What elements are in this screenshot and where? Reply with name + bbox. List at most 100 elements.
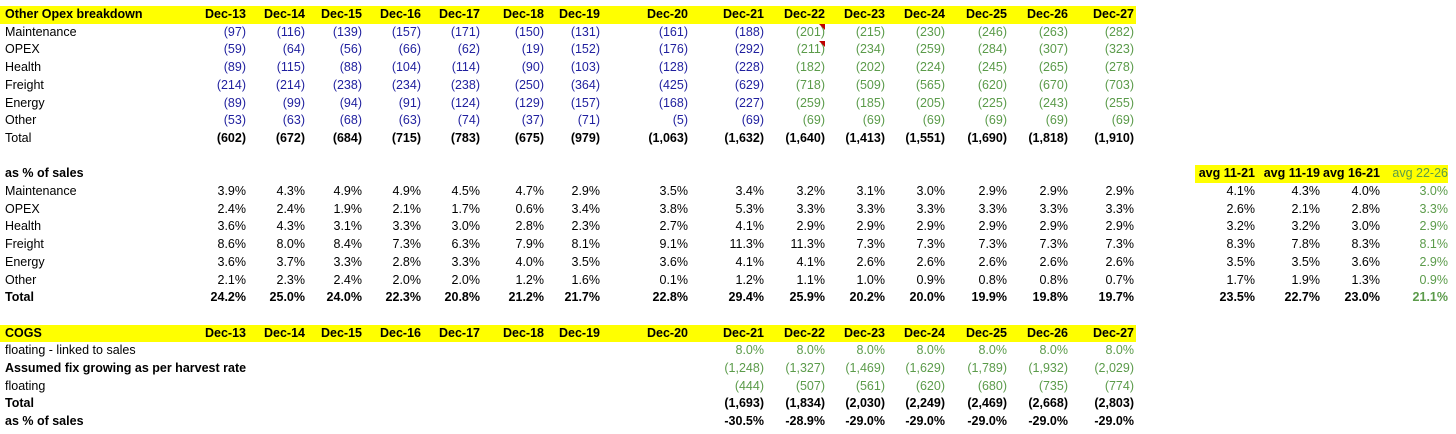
- pct-cell[interactable]: 0.1%: [659, 272, 689, 287]
- data-cell[interactable]: (250): [514, 77, 544, 92]
- data-cell[interactable]: (90): [521, 60, 544, 75]
- data-cell[interactable]: (74): [457, 113, 480, 128]
- data-cell[interactable]: (53): [223, 113, 246, 128]
- data-cell[interactable]: (675): [514, 130, 544, 145]
- data-cell[interactable]: (69): [984, 113, 1007, 128]
- avg-cell[interactable]: 3.5%: [1291, 254, 1321, 269]
- cogs-col-header[interactable]: Dec-16: [380, 325, 421, 340]
- avg-col-header[interactable]: avg 22-26: [1392, 166, 1448, 181]
- pct-cell[interactable]: 2.4%: [217, 201, 247, 216]
- data-cell[interactable]: (670): [1038, 77, 1068, 92]
- pct-cell[interactable]: 4.1%: [735, 254, 765, 269]
- row-label[interactable]: OPEX: [5, 201, 40, 216]
- data-cell[interactable]: (234): [855, 42, 885, 57]
- data-cell[interactable]: (104): [391, 60, 421, 75]
- pct-cell[interactable]: 7.3%: [1039, 237, 1069, 252]
- row-label[interactable]: Maintenance: [5, 24, 77, 39]
- data-cell[interactable]: (128): [658, 60, 688, 75]
- opex-col-header[interactable]: Dec-26: [1027, 7, 1068, 21]
- pct-cell[interactable]: 3.9%: [217, 184, 247, 198]
- avg-cell[interactable]: 8.3%: [1351, 237, 1381, 252]
- pct-cell[interactable]: 7.3%: [978, 237, 1008, 252]
- pct-cell[interactable]: 2.6%: [978, 254, 1008, 269]
- data-cell[interactable]: (1,632): [724, 130, 764, 145]
- cogs-cell[interactable]: (444): [734, 378, 764, 393]
- pct-cell[interactable]: 1.1%: [796, 272, 826, 287]
- data-cell[interactable]: (63): [282, 113, 305, 128]
- pct-cell[interactable]: 1.6%: [571, 272, 601, 287]
- data-cell[interactable]: (5): [672, 113, 688, 128]
- data-cell[interactable]: (64): [282, 42, 305, 57]
- avg-cell[interactable]: 3.3%: [1419, 201, 1449, 216]
- avg-cell[interactable]: 3.2%: [1226, 219, 1256, 234]
- cogs-cell[interactable]: (1,932): [1028, 361, 1068, 375]
- avg-cell[interactable]: 3.6%: [1351, 254, 1381, 269]
- data-cell[interactable]: (620): [977, 77, 1007, 92]
- opex-col-header[interactable]: Dec-17: [439, 7, 480, 21]
- data-cell[interactable]: (238): [332, 77, 362, 92]
- opex-col-header[interactable]: Dec-19: [559, 7, 600, 21]
- data-cell[interactable]: (718): [795, 77, 825, 92]
- data-cell[interactable]: (188): [734, 24, 764, 39]
- cogs-cell[interactable]: -29.0%: [1028, 414, 1068, 429]
- pct-cell[interactable]: 1.0%: [856, 272, 886, 287]
- pct-cell[interactable]: 2.8%: [515, 219, 545, 234]
- cogs-cell[interactable]: 8.0%: [916, 343, 946, 358]
- cogs-cell[interactable]: (1,693): [724, 396, 764, 411]
- pct-cell[interactable]: 3.4%: [735, 184, 765, 198]
- data-cell[interactable]: (565): [915, 77, 945, 92]
- pct-cell[interactable]: 1.7%: [451, 201, 481, 216]
- data-cell[interactable]: (230): [915, 24, 945, 39]
- cogs-col-header[interactable]: Dec-25: [966, 325, 1007, 340]
- avg-cell[interactable]: 3.2%: [1291, 219, 1321, 234]
- pct-cell[interactable]: 2.9%: [571, 184, 601, 198]
- pct-cell[interactable]: 2.9%: [1039, 184, 1069, 198]
- cogs-cell[interactable]: (2,803): [1094, 396, 1134, 411]
- pct-cell[interactable]: 20.8%: [444, 290, 480, 305]
- data-cell[interactable]: (131): [570, 24, 600, 39]
- row-label[interactable]: floating - linked to sales: [5, 343, 136, 358]
- cogs-cell[interactable]: (1,834): [785, 396, 825, 411]
- data-cell[interactable]: (97): [223, 24, 246, 39]
- pct-cell[interactable]: 21.2%: [508, 290, 544, 305]
- pct-cell[interactable]: 3.4%: [571, 201, 601, 216]
- pct-cell[interactable]: 2.6%: [1105, 254, 1135, 269]
- pct-cell[interactable]: 0.8%: [1039, 272, 1069, 287]
- pct-cell[interactable]: 2.6%: [916, 254, 946, 269]
- pct-cell[interactable]: 4.9%: [333, 184, 363, 198]
- data-cell[interactable]: (243): [1038, 95, 1068, 110]
- data-cell[interactable]: (205): [915, 95, 945, 110]
- data-cell[interactable]: (94): [339, 95, 362, 110]
- pct-cell[interactable]: 2.9%: [856, 219, 886, 234]
- data-cell[interactable]: (245): [977, 60, 1007, 75]
- cogs-col-header[interactable]: Dec-15: [321, 325, 362, 340]
- row-label[interactable]: Other: [5, 272, 37, 287]
- cogs-cell[interactable]: (1,629): [905, 361, 945, 375]
- row-label[interactable]: Health: [5, 60, 42, 75]
- pct-cell[interactable]: 3.6%: [659, 254, 689, 269]
- data-cell[interactable]: (88): [339, 60, 362, 75]
- pct-cell[interactable]: 2.3%: [276, 272, 306, 287]
- data-cell[interactable]: (323): [1104, 42, 1134, 57]
- data-cell[interactable]: (89): [223, 95, 246, 110]
- avg-cell[interactable]: 23.5%: [1219, 290, 1255, 305]
- pct-cell[interactable]: 3.5%: [659, 184, 689, 198]
- opex-col-header[interactable]: Dec-15: [321, 7, 362, 21]
- avg-cell[interactable]: 2.1%: [1291, 201, 1321, 216]
- avg-cell[interactable]: 23.0%: [1344, 290, 1380, 305]
- pct-cell[interactable]: 2.8%: [392, 254, 422, 269]
- pct-cell[interactable]: 25.0%: [269, 290, 305, 305]
- avg-cell[interactable]: 21.1%: [1412, 290, 1448, 305]
- avg-cell[interactable]: 7.8%: [1291, 237, 1321, 252]
- pct-cell[interactable]: 3.6%: [217, 219, 247, 234]
- pct-cell[interactable]: 8.4%: [333, 237, 363, 252]
- cogs-title[interactable]: COGS: [5, 325, 42, 340]
- data-cell[interactable]: (783): [450, 130, 480, 145]
- cogs-col-header[interactable]: Dec-18: [503, 325, 544, 340]
- pct-cell[interactable]: 3.3%: [1039, 201, 1069, 216]
- avg-cell[interactable]: 1.3%: [1351, 272, 1381, 287]
- pct-cell[interactable]: 5.3%: [735, 201, 765, 216]
- row-label[interactable]: Freight: [5, 237, 44, 252]
- pct-cell[interactable]: 2.9%: [978, 184, 1008, 198]
- pct-cell[interactable]: 2.0%: [392, 272, 422, 287]
